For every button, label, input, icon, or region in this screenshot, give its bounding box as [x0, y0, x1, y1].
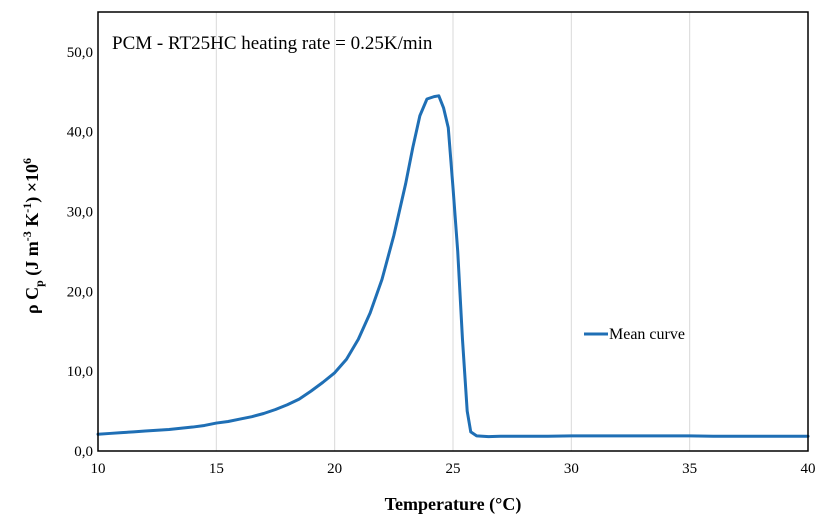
y-tick-label: 10,0: [67, 364, 93, 380]
x-tick-label: 25: [446, 461, 461, 477]
y-tick-label: 0,0: [74, 444, 93, 460]
y-tick-label: 40,0: [67, 125, 93, 141]
series-group: [96, 94, 810, 439]
x-tick-labels: 10 15 20 25 30 35 40: [91, 461, 816, 477]
grid-lines: [215, 12, 691, 451]
legend-label: Mean curve: [609, 326, 685, 343]
x-axis-title: Temperature (°C): [385, 494, 522, 515]
legend: Mean curve: [584, 326, 685, 343]
y-tick-labels: 0,0 10,0 20,0 30,0 40,0 50,0: [67, 45, 93, 460]
plot-frame: [97, 11, 809, 452]
y-tick-label: 20,0: [67, 284, 93, 300]
y-tick-label: 50,0: [67, 45, 93, 61]
x-tick-label: 35: [682, 461, 697, 477]
y-tick-label: 30,0: [67, 205, 93, 221]
x-tick-label: 40: [801, 461, 816, 477]
chart-annotation: PCM - RT25HC heating rate = 0.25K/min: [112, 33, 433, 54]
y-axis-title: ρ Cp (J m-3 K-1) ×106: [20, 158, 46, 314]
x-tick-label: 30: [564, 461, 579, 477]
series-line-mean-curve: [96, 94, 810, 439]
x-tick-label: 20: [327, 461, 342, 477]
x-tick-label: 15: [209, 461, 224, 477]
x-tick-label: 10: [91, 461, 106, 477]
